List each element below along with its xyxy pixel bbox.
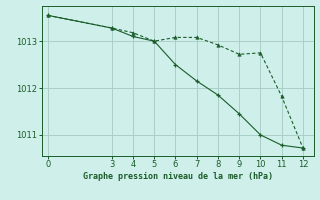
- X-axis label: Graphe pression niveau de la mer (hPa): Graphe pression niveau de la mer (hPa): [83, 172, 273, 181]
